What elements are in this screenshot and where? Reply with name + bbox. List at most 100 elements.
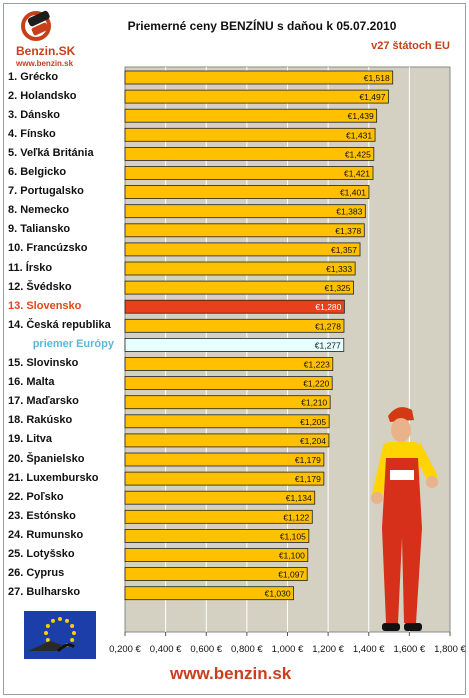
bar-value-label: €1,497 xyxy=(359,92,385,102)
bar xyxy=(124,280,354,295)
category-label: 27. Bulharsko xyxy=(8,586,81,599)
category-label: 25. Lotyšsko xyxy=(8,548,75,560)
bar-value-label: €1,179 xyxy=(295,455,321,465)
bar xyxy=(124,242,361,257)
bar xyxy=(124,108,378,123)
category-label: 7. Portugalsko xyxy=(8,185,84,198)
fuel-attendant-figure xyxy=(368,398,446,638)
flag-star-icon xyxy=(70,638,75,642)
x-tick-label: 0,600 € xyxy=(190,644,222,655)
category-label: 24. Rumunsko xyxy=(8,528,84,541)
bar xyxy=(124,166,374,180)
bar xyxy=(124,89,389,104)
bar-value-label: €1,357 xyxy=(331,245,357,255)
bar-value-label: €1,122 xyxy=(283,512,309,522)
x-tick-label: 0,200 € xyxy=(109,644,141,655)
bar-value-label: €1,030 xyxy=(265,589,291,599)
x-tick-label: 1,200 € xyxy=(312,644,344,655)
category-label: 22. Poľsko xyxy=(8,490,64,503)
bar-value-label: €1,220 xyxy=(303,379,329,389)
bar-value-label: €1,134 xyxy=(286,493,312,503)
bar xyxy=(124,318,345,333)
logo-name: Benzin.SK xyxy=(16,44,76,58)
benzin-logo: Benzin.SK www.benzin.sk xyxy=(14,10,104,70)
bar-value-label: €1,401 xyxy=(340,188,366,198)
bar-value-label: €1,204 xyxy=(300,436,326,446)
bar-value-label: €1,100 xyxy=(279,551,305,561)
bar xyxy=(124,414,330,429)
bar-value-label: €1,205 xyxy=(300,417,326,427)
category-label: 6. Belgicko xyxy=(8,166,67,178)
bar xyxy=(124,204,366,219)
flag-star-icon xyxy=(51,618,55,623)
category-label: 23. Estónsko xyxy=(8,509,76,522)
bar xyxy=(124,509,313,524)
eu-flag-image xyxy=(24,611,96,659)
category-label: 15. Slovinsko xyxy=(8,357,79,369)
bar-value-label: €1,210 xyxy=(301,398,327,408)
flag-star-icon xyxy=(65,618,69,623)
bar xyxy=(124,261,356,276)
category-label: 17. Maďarsko xyxy=(8,395,79,408)
category-label: 1. Grécko xyxy=(8,70,59,83)
bar xyxy=(124,452,325,467)
bar xyxy=(124,433,330,448)
category-label: 21. Luxembursko xyxy=(8,471,99,484)
bar-value-label: €1,223 xyxy=(304,360,330,370)
bar xyxy=(124,395,331,410)
category-label: 19. Litva xyxy=(8,433,53,446)
bar xyxy=(124,529,310,543)
bar-value-label: €1,383 xyxy=(336,207,362,217)
bar xyxy=(124,223,365,238)
bar-value-label: €1,439 xyxy=(348,111,374,121)
bar-value-label: €1,105 xyxy=(280,531,306,541)
category-label: 5. Veľká Británia xyxy=(8,146,94,159)
bar xyxy=(124,567,308,581)
bar xyxy=(124,586,294,601)
category-label: 20. Španielsko xyxy=(8,452,85,465)
category-label: 12. Švédsko xyxy=(8,280,72,293)
bar-value-label: €1,280 xyxy=(315,302,341,312)
footer-url: www.benzin.sk xyxy=(170,664,292,683)
category-label: 13. Slovensko xyxy=(8,299,82,312)
category-label: 9. Taliansko xyxy=(8,223,71,236)
x-tick-label: 0,800 € xyxy=(231,644,263,655)
logo-url: www.benzin.sk xyxy=(16,59,74,68)
category-label: priemer Európy xyxy=(32,337,114,350)
x-tick-label: 1,400 € xyxy=(353,644,385,655)
bar-value-label: €1,179 xyxy=(295,474,321,484)
bar-value-label: €1,431 xyxy=(346,130,372,140)
bar xyxy=(124,337,345,352)
x-tick-label: 0,400 € xyxy=(150,644,182,655)
bar-value-label: €1,378 xyxy=(335,226,361,236)
category-label: 10. Francúzsko xyxy=(8,242,88,255)
bar-value-label: €1,421 xyxy=(344,169,370,179)
logo-emblem-icon xyxy=(21,10,51,41)
bar xyxy=(124,185,370,200)
bar-value-label: €1,425 xyxy=(345,149,371,159)
chart-title: Priemerné ceny BENZÍNU s daňou k 05.07.2… xyxy=(127,19,397,33)
x-tick-label: 1,000 € xyxy=(272,644,304,655)
category-label: 16. Malta xyxy=(8,376,55,389)
category-label: 18. Rakúsko xyxy=(8,414,73,427)
bar xyxy=(124,357,334,371)
flag-star-icon xyxy=(58,617,62,621)
flag-star-icon xyxy=(45,638,50,642)
bar xyxy=(124,299,345,314)
bar xyxy=(124,548,309,562)
x-tick-label: 1,800 € xyxy=(434,644,466,655)
bar-value-label: €1,278 xyxy=(315,321,341,331)
x-tick-label: 1,600 € xyxy=(394,644,426,655)
category-label: 14. Česká republika xyxy=(8,318,111,331)
bar xyxy=(124,127,376,142)
bar xyxy=(124,146,375,161)
bar-value-label: €1,333 xyxy=(326,264,352,274)
flag-star-icon xyxy=(44,631,48,635)
category-label: 26. Cyprus xyxy=(8,567,65,580)
bar-value-label: €1,325 xyxy=(325,283,351,293)
flag-star-icon xyxy=(45,624,50,628)
category-label: 2. Holandsko xyxy=(8,89,77,102)
flag-star-icon xyxy=(70,624,75,628)
bar xyxy=(124,70,394,85)
